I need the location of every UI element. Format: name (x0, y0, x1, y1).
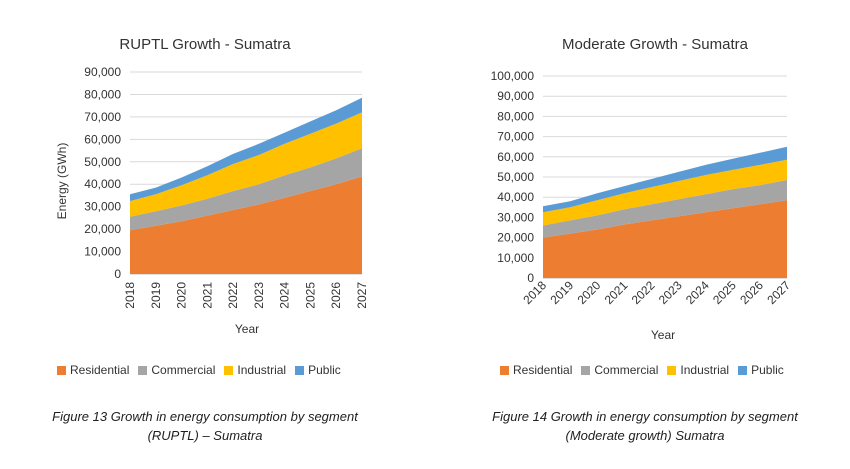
y-tick-label: 30,000 (497, 210, 534, 224)
caption-line: (RUPTL) – Sumatra (147, 428, 263, 443)
legend-item-commercial: Commercial (581, 363, 658, 377)
legend-item-industrial: Industrial (667, 363, 729, 377)
x-tick-label: 2022 (226, 282, 240, 309)
figure-caption-right: Figure 14 Growth in energy consumption b… (440, 407, 850, 445)
legend-item-residential: Residential (500, 363, 572, 377)
ruptl-growth-chart: RUPTL Growth - Sumatra 0 10,000 20,000 30,0… (55, 36, 369, 336)
chart-title: RUPTL Growth - Sumatra (119, 36, 291, 53)
y-tick-label: 30,000 (84, 200, 121, 214)
x-tick-label: 2022 (629, 278, 658, 307)
industrial-swatch (667, 365, 677, 375)
area-series (543, 146, 787, 278)
y-tick-labels: 0 10,000 20,000 30,000 40,000 50,000 60,000 70,… (84, 65, 121, 281)
y-tick-label: 10,000 (84, 245, 121, 259)
x-tick-labels: 2018 2019 2020 2021 2022 2023 2024 2025 2026 2027 (123, 282, 369, 309)
x-tick-label: 2027 (764, 278, 793, 307)
legend-item-public: Public (295, 363, 341, 377)
x-tick-label: 2024 (683, 278, 712, 307)
area-commercial (543, 180, 787, 238)
y-tick-label: 90,000 (84, 65, 121, 79)
y-tick-label: 50,000 (497, 170, 534, 184)
legend-left: Residential Commercial Industrial Public (57, 363, 350, 377)
y-tick-label: 20,000 (84, 222, 121, 236)
y-tick-label: 40,000 (497, 190, 534, 204)
chart-title: Moderate Growth - Sumatra (562, 36, 749, 53)
y-tick-label: 70,000 (84, 110, 121, 124)
y-tick-labels: 0 10,000 20,000 30,000 40,000 50,000 60,000 70,… (491, 69, 535, 285)
y-tick-label: 10,000 (497, 251, 534, 265)
area-commercial (130, 148, 362, 231)
legend-label: Residential (70, 363, 130, 377)
legend-label: Public (751, 363, 784, 377)
residential-swatch (57, 365, 66, 375)
x-tick-label: 2025 (303, 282, 317, 309)
commercial-swatch (138, 365, 148, 375)
residential-swatch (500, 365, 509, 375)
caption-line: (Moderate growth) Sumatra (565, 428, 725, 443)
y-tick-label: 60,000 (497, 150, 534, 164)
x-tick-label: 2019 (547, 278, 576, 307)
area-residential (543, 200, 787, 278)
caption-line: Figure 14 Growth in energy consumption b… (492, 409, 798, 424)
y-tick-label: 40,000 (84, 177, 121, 191)
industrial-swatch (224, 365, 234, 375)
commercial-swatch (581, 365, 591, 375)
y-axis-label: Energy (GWh) (55, 143, 69, 220)
x-axis-label: Year (651, 328, 675, 342)
y-tick-label: 20,000 (497, 231, 534, 245)
legend-item-public: Public (738, 363, 784, 377)
public-swatch (295, 365, 305, 375)
legend-item-industrial: Industrial (224, 363, 286, 377)
legend-label: Industrial (237, 363, 287, 377)
area-public (130, 97, 362, 202)
moderate-growth-chart: Moderate Growth - Sumatra 0 10,000 20,000 3… (491, 36, 794, 342)
x-tick-label: 2026 (737, 278, 766, 307)
x-tick-label: 2020 (175, 282, 189, 309)
area-public (543, 146, 787, 213)
y-tick-label: 80,000 (497, 109, 534, 123)
x-tick-label: 2019 (149, 282, 163, 309)
area-industrial (130, 112, 362, 217)
x-tick-label: 2021 (602, 278, 631, 307)
x-tick-label: 2023 (656, 278, 685, 307)
y-tick-label: 80,000 (84, 87, 121, 101)
x-tick-label: 2025 (710, 278, 739, 307)
legend-item-commercial: Commercial (138, 363, 215, 377)
x-tick-label: 2021 (200, 282, 214, 309)
x-tick-label: 2023 (252, 282, 266, 309)
legend-label: Residential (513, 363, 573, 377)
y-tick-label: 0 (114, 267, 121, 281)
y-tick-label: 50,000 (84, 155, 121, 169)
legend-label: Commercial (151, 363, 216, 377)
area-series (130, 97, 362, 274)
legend-right: Residential Commercial Industrial Public (500, 363, 793, 377)
legend-label: Commercial (594, 363, 659, 377)
area-industrial (543, 159, 787, 226)
x-tick-label: 2018 (123, 282, 137, 309)
caption-line: Figure 13 Growth in energy consumption b… (52, 409, 358, 424)
y-tick-label: 100,000 (491, 69, 535, 83)
x-axis-label: Year (235, 322, 259, 336)
public-swatch (738, 365, 748, 375)
area-residential (130, 176, 362, 274)
legend-label: Public (308, 363, 341, 377)
figure-caption-left: Figure 13 Growth in energy consumption b… (0, 407, 410, 445)
x-tick-label: 2020 (575, 278, 604, 307)
x-tick-label: 2018 (520, 278, 549, 307)
y-tick-label: 90,000 (497, 89, 534, 103)
x-tick-label: 2026 (329, 282, 343, 309)
y-tick-label: 0 (527, 271, 534, 285)
legend-item-residential: Residential (57, 363, 129, 377)
y-tick-label: 70,000 (497, 130, 534, 144)
legend-label: Industrial (680, 363, 730, 377)
x-tick-label: 2024 (278, 282, 292, 309)
y-tick-label: 60,000 (84, 132, 121, 146)
x-tick-label: 2027 (355, 282, 369, 309)
